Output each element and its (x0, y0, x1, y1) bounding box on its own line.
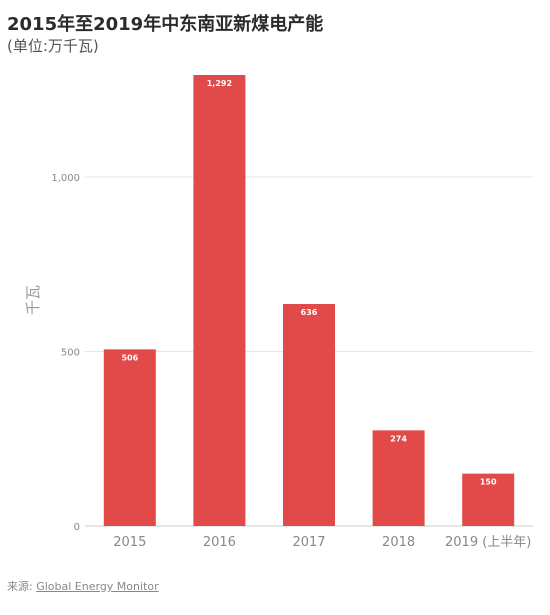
chart-subtitle: (单位:万千瓦) (7, 37, 99, 55)
bar-value-label: 636 (301, 308, 318, 317)
bar-2016 (193, 75, 246, 526)
source-label: 来源: (7, 580, 33, 593)
x-tick-label: 2015 (113, 535, 146, 550)
bar-value-label: 150 (480, 478, 497, 487)
x-tick-label: 2017 (292, 535, 325, 550)
bar-2019 (462, 473, 515, 526)
x-tick-label: 2019 (上半年) (445, 535, 531, 550)
y-tick-label: 0 (74, 522, 80, 533)
y-tick-label: 500 (61, 347, 80, 358)
chart-title: 2015年至2019年中东南亚新煤电产能 (7, 14, 324, 35)
y-tick-label: 1,000 (51, 173, 80, 184)
bar-2015 (103, 349, 156, 526)
x-tick-label: 2018 (382, 535, 415, 550)
source-link[interactable]: Global Energy Monitor (36, 580, 159, 593)
bar-2017 (283, 303, 335, 526)
x-tick-label: 2016 (203, 535, 236, 550)
bar-2018 (372, 430, 425, 526)
bar-value-label: 1,292 (207, 79, 232, 88)
bar-value-label: 506 (121, 353, 138, 362)
source-footer: 来源: Global Energy Monitor (7, 578, 159, 594)
y-axis-title: 千瓦 (24, 285, 42, 315)
bar-value-label: 274 (390, 434, 407, 443)
